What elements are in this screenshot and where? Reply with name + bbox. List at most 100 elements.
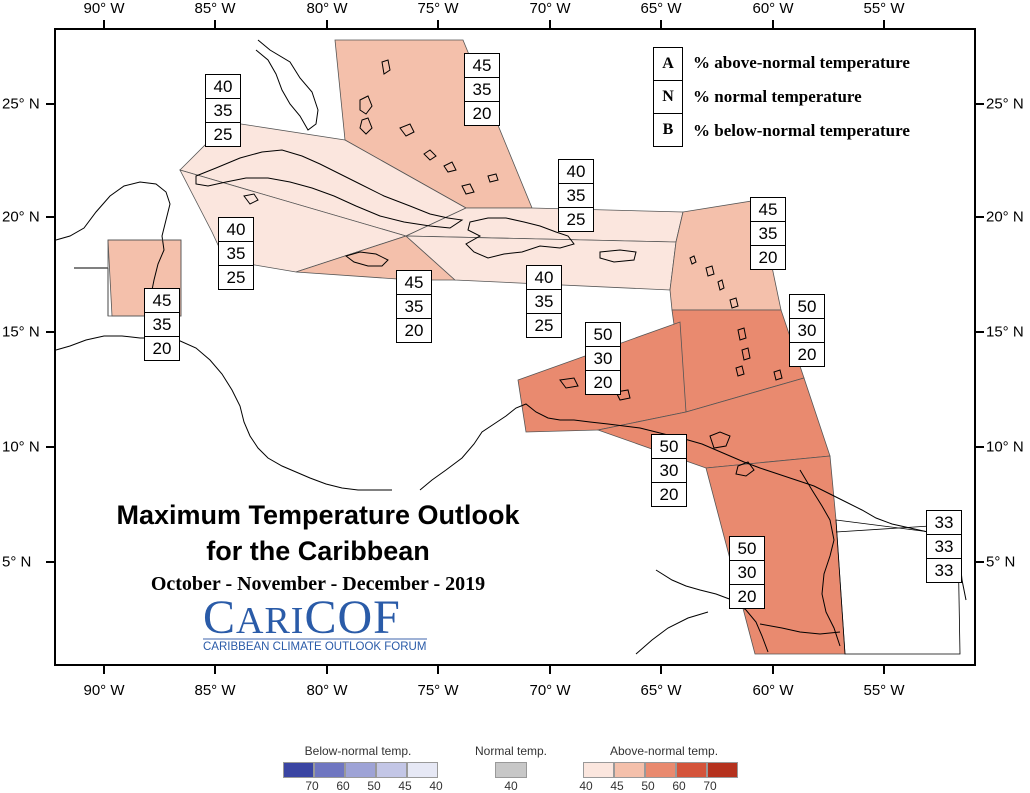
- prob-below: 25: [534, 316, 554, 335]
- lon-label-top: 60° W: [752, 0, 794, 17]
- lon-label-bottom: 70° W: [529, 682, 571, 699]
- lon-label-top: 65° W: [640, 0, 682, 17]
- swatch-below-60: [314, 762, 345, 778]
- prob-above: 45: [145, 289, 179, 313]
- lon-label-top: 70° W: [529, 0, 571, 17]
- prob-above: 45: [397, 271, 431, 295]
- lon-label-bottom: 90° W: [83, 682, 125, 699]
- prob-normal: 33: [927, 535, 961, 559]
- swatch-above-50: [645, 762, 676, 778]
- prob-box-jamaica: 45 35 20: [396, 270, 432, 343]
- prob-box-hispaniola-south: 40 35 25: [526, 265, 562, 338]
- colorbar-tick: 60: [672, 779, 686, 793]
- prob-below: 20: [797, 345, 817, 364]
- prob-normal: 30: [586, 347, 620, 371]
- prob-above: 33: [927, 511, 961, 535]
- prob-above: 50: [586, 323, 620, 347]
- prob-normal: 30: [652, 459, 686, 483]
- colorbar-tick: 45: [398, 779, 412, 793]
- colorbar-above-title: Above-normal temp.: [609, 744, 719, 758]
- lon-label-top: 80° W: [306, 0, 348, 17]
- colorbar-tick: 70: [703, 779, 717, 793]
- prob-normal: 35: [219, 242, 253, 266]
- prob-above: 40: [206, 75, 240, 99]
- prob-normal: 35: [145, 313, 179, 337]
- prob-below: 20: [737, 587, 757, 606]
- prob-box-hispaniola-north: 40 35 25: [558, 159, 594, 232]
- lat-label-right: 5° N: [986, 553, 1016, 571]
- swatch-above-70: [707, 762, 738, 778]
- legend-label-above: % above-normal temperature: [693, 53, 910, 72]
- swatch-below-50: [345, 762, 376, 778]
- caricof-logo-subtitle: CARIBBEAN CLIMATE OUTLOOK FORUM: [203, 641, 427, 653]
- prob-below: 20: [472, 104, 492, 123]
- legend-label-below: % below-normal temperature: [693, 121, 910, 140]
- prob-above: 45: [465, 54, 499, 78]
- prob-normal: 35: [397, 295, 431, 319]
- prob-below: 20: [152, 339, 172, 358]
- lat-label-left: 25° N: [2, 95, 40, 113]
- lon-label-top: 75° W: [417, 0, 459, 17]
- colorbar-tick: 40: [429, 779, 443, 793]
- lat-label-right: 10° N: [986, 438, 1024, 456]
- legend-key-a: A: [654, 48, 682, 81]
- legend-label-normal: % normal temperature: [693, 87, 862, 106]
- caricof-logo-wordmark: CARICOF: [203, 591, 401, 644]
- prob-below: 25: [226, 268, 246, 287]
- colorbar-tick: 50: [367, 779, 381, 793]
- prob-above: 40: [559, 160, 593, 184]
- prob-box-abc: 50 30 20: [585, 322, 621, 395]
- lon-label-bottom: 85° W: [194, 682, 236, 699]
- prob-below: 25: [213, 125, 233, 144]
- prob-normal: 35: [559, 184, 593, 208]
- lon-label-top: 90° W: [83, 0, 125, 17]
- prob-above: 45: [751, 198, 785, 222]
- colorbar-tick: 60: [336, 779, 350, 793]
- prob-above: 50: [790, 295, 824, 319]
- prob-normal: 35: [527, 290, 561, 314]
- prob-normal: 35: [465, 78, 499, 102]
- colorbar-tick: 45: [610, 779, 624, 793]
- legend-key-b: B: [662, 121, 674, 138]
- prob-box-guyana: 50 30 20: [729, 536, 765, 609]
- lat-label-left: 15° N: [2, 323, 40, 341]
- prob-below: 20: [593, 373, 613, 392]
- prob-normal: 35: [206, 99, 240, 123]
- zone-guyana: [705, 455, 846, 655]
- prob-box-belize: 45 35 20: [144, 288, 180, 361]
- prob-box-cuba-south: 40 35 25: [218, 217, 254, 290]
- prob-box-bahamas: 45 35 20: [464, 53, 500, 126]
- lon-label-bottom: 65° W: [640, 682, 682, 699]
- lat-label-left: 5° N: [2, 553, 32, 571]
- lon-label-bottom: 55° W: [863, 682, 905, 699]
- swatch-above-40: [583, 762, 614, 778]
- prob-box-suriname: 33 33 33: [926, 510, 962, 583]
- colorbar-tick: 40: [579, 779, 593, 793]
- swatch-above-45: [614, 762, 645, 778]
- prob-below: 20: [404, 321, 424, 340]
- lon-label-bottom: 75° W: [417, 682, 459, 699]
- lon-label-bottom: 60° W: [752, 682, 794, 699]
- swatch-above-60: [676, 762, 707, 778]
- prob-below: 20: [659, 485, 679, 504]
- colorbar-tick: 70: [305, 779, 319, 793]
- lon-label-top: 55° W: [863, 0, 905, 17]
- prob-above: 50: [730, 537, 764, 561]
- prob-box-windward: 50 30 20: [789, 294, 825, 367]
- prob-normal: 35: [751, 222, 785, 246]
- colorbar-tick: 50: [641, 779, 655, 793]
- prob-box-cuba-west: 40 35 25: [205, 74, 241, 147]
- prob-box-leeward: 45 35 20: [750, 197, 786, 270]
- prob-box-trinidad: 50 30 20: [651, 434, 687, 507]
- prob-above: 50: [652, 435, 686, 459]
- prob-below: 25: [566, 210, 586, 229]
- legend-key-n: N: [654, 81, 682, 114]
- swatch-normal: [495, 762, 527, 778]
- prob-normal: 30: [730, 561, 764, 585]
- map-title-line2: for the Caribbean: [206, 536, 430, 566]
- swatch-below-70: [283, 762, 314, 778]
- colorbar-below-title: Below-normal temp.: [304, 744, 412, 758]
- lon-label-top: 85° W: [194, 0, 236, 17]
- lat-label-left: 20° N: [2, 208, 40, 226]
